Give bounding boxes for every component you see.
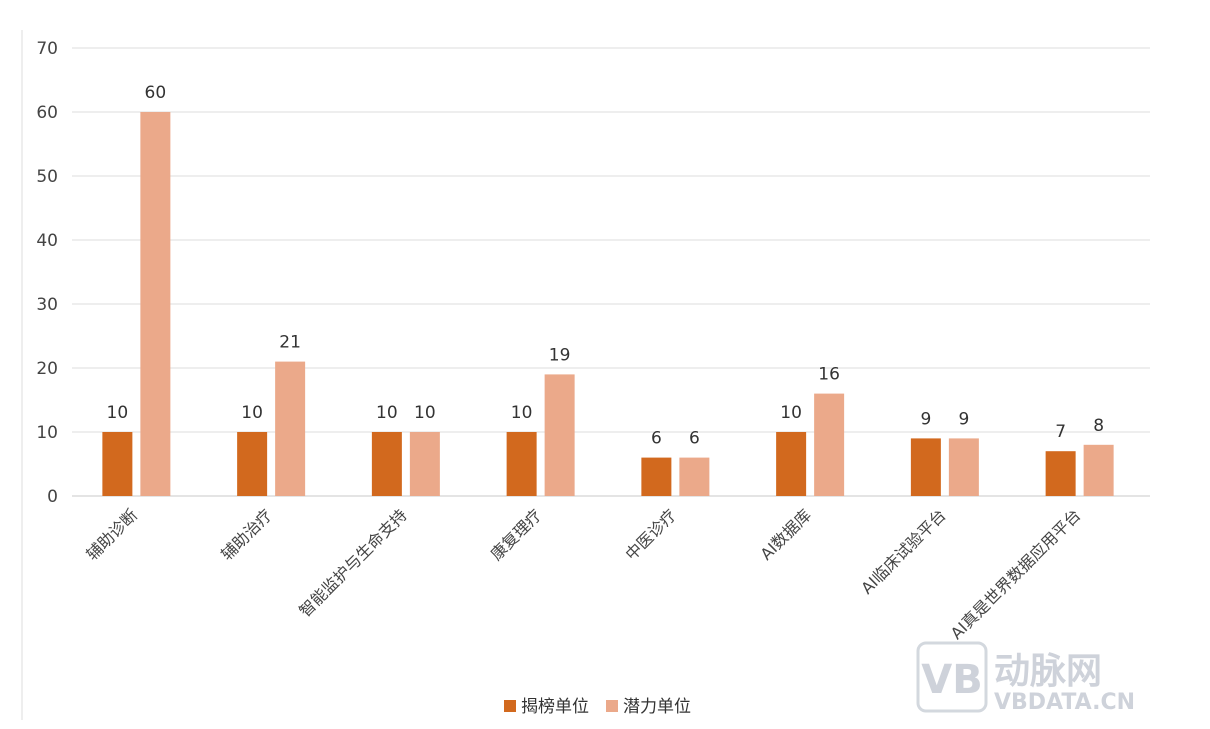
- bar-1: [641, 457, 672, 496]
- data-label: 9: [920, 409, 931, 429]
- data-label: 10: [414, 403, 436, 423]
- gridlines: [72, 47, 1150, 497]
- data-label: 7: [1055, 422, 1066, 442]
- y-axis-ticks: 0 10 20 30 40 50 60 70: [36, 39, 58, 507]
- legend-label-series-1: 揭榜单位: [521, 697, 589, 717]
- category-label: 辅助诊断: [83, 505, 142, 564]
- bar-2: [275, 361, 306, 496]
- legend-swatch-series-1: [504, 700, 516, 712]
- bar-1: [776, 432, 807, 496]
- watermark-logo-box: [916, 641, 988, 713]
- bar-2: [409, 432, 440, 496]
- bar-1: [371, 432, 402, 496]
- watermark: VB 动脉网 VBDATA.CN: [916, 641, 1135, 715]
- data-label: 21: [279, 333, 301, 353]
- data-label: 10: [107, 403, 129, 423]
- bar-2: [544, 374, 575, 496]
- y-tick-label: 20: [36, 359, 58, 379]
- data-label: 16: [818, 365, 840, 385]
- data-label: 8: [1093, 416, 1104, 436]
- legend-label-series-2: 潜力单位: [623, 697, 691, 717]
- category-label: 中医诊疗: [622, 505, 681, 564]
- bar-2: [679, 457, 710, 496]
- data-label: 6: [651, 429, 662, 449]
- data-label: 10: [376, 403, 398, 423]
- data-label: 9: [958, 409, 969, 429]
- data-label: 10: [511, 403, 533, 423]
- y-tick-label: 40: [36, 231, 58, 251]
- y-tick-label: 50: [36, 167, 58, 187]
- category-label: AI数据库: [756, 505, 814, 563]
- bars: [102, 112, 1114, 496]
- bar-2: [814, 393, 845, 496]
- category-labels: 辅助诊断 辅助治疗 智能监护与生命支持 康复理疗 中医诊疗 AI数据库 AI临床试验平台AI…: [83, 505, 1085, 643]
- watermark-brand-text: 动脉网: [994, 651, 1102, 692]
- bar-2: [948, 438, 979, 496]
- category-label: AI临床试验平台: [857, 505, 949, 597]
- bar-2: [140, 112, 171, 496]
- watermark-logo-text: VB: [921, 657, 982, 703]
- data-label: 10: [780, 403, 802, 423]
- bar-2: [1083, 444, 1114, 496]
- bar-1: [1045, 451, 1076, 496]
- y-tick-label: 60: [36, 103, 58, 123]
- data-label: 10: [241, 403, 263, 423]
- data-label: 60: [145, 83, 167, 103]
- legend-swatch-series-2: [606, 700, 618, 712]
- watermark-domain-text: VBDATA.CN: [994, 690, 1135, 715]
- category-label: 辅助治疗: [217, 505, 276, 564]
- y-tick-label: 0: [47, 487, 58, 507]
- legend: 揭榜单位 潜力单位: [504, 697, 691, 717]
- y-tick-label: 30: [36, 295, 58, 315]
- category-label: AI真是世界数据应用平台: [947, 505, 1085, 643]
- bar-1: [102, 432, 133, 496]
- y-tick-label: 10: [36, 423, 58, 443]
- bar-1: [506, 432, 537, 496]
- data-label: 6: [689, 429, 700, 449]
- category-label: 智能监护与生命支持: [295, 505, 410, 620]
- category-label: 康复理疗: [487, 505, 546, 564]
- bar-1: [237, 432, 268, 496]
- bar-1: [910, 438, 941, 496]
- data-labels: 10 60 10 21 10 10 10 19 6 6 10 16 9 9 7 8: [107, 83, 1104, 449]
- y-tick-label: 70: [36, 39, 58, 59]
- data-label: 19: [549, 345, 571, 365]
